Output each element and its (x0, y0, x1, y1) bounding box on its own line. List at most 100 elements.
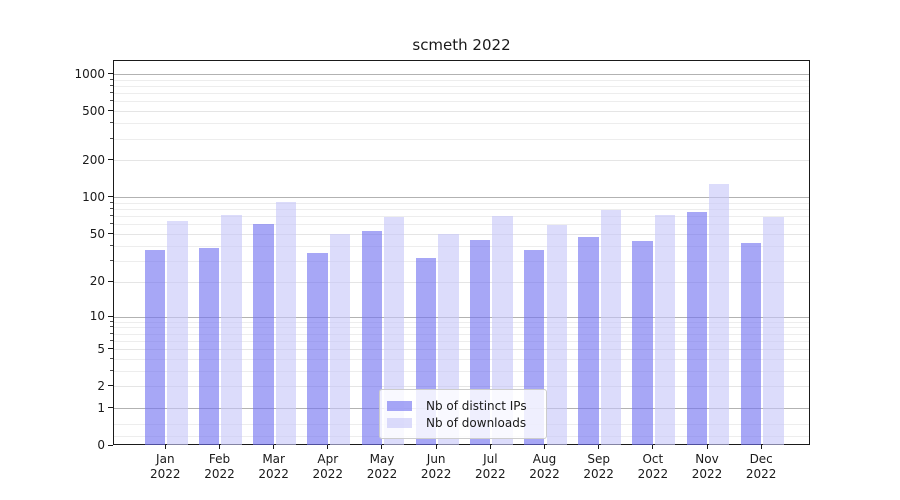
y-minor-tick-mark (110, 223, 113, 225)
y-tick-label-50: 50 (89, 226, 105, 241)
x-tick-mark-aug (544, 445, 545, 449)
x-tick-label-jan: Jan 2022 (150, 452, 181, 481)
y-minor-tick-mark (110, 208, 113, 210)
gridline-1000 (114, 74, 809, 76)
plot-area (113, 60, 810, 445)
x-tick-mark-sep (598, 445, 600, 449)
y-tick-mark-200 (108, 159, 113, 161)
gridline-100 (114, 197, 809, 199)
x-tick-label-nov: Nov 2022 (691, 452, 723, 481)
y-tick-label-0: 0 (97, 438, 105, 452)
x-tick-mark-jan (164, 445, 166, 449)
x-tick-mark-dec (760, 445, 762, 449)
bar-downloads-feb (221, 215, 242, 445)
chart-title: scmeth 2022 (412, 36, 511, 54)
bar-downloads-may (383, 216, 405, 445)
gridline-minor (114, 101, 809, 103)
y-minor-tick-mark (110, 339, 113, 341)
x-tick-mark-mar (273, 445, 275, 449)
gridline-10 (114, 316, 809, 318)
x-tick-label-may: May 2022 (366, 452, 398, 481)
bar-downloads-sep (600, 210, 622, 445)
y-tick-mark-10 (108, 315, 113, 317)
gridline-5 (114, 349, 809, 351)
bar-downloads-dec (763, 216, 784, 445)
y-minor-tick-mark (110, 326, 113, 328)
y-minor-tick-mark (110, 201, 113, 203)
gridline-20 (114, 281, 809, 283)
y-tick-label-5: 5 (97, 341, 105, 356)
x-tick-mark-apr (327, 445, 329, 449)
x-tick-label-feb: Feb 2022 (204, 452, 235, 481)
y-minor-tick-mark (110, 137, 113, 139)
y-minor-tick-mark (110, 320, 113, 322)
gridline-50 (114, 234, 809, 236)
y-minor-tick-mark (110, 369, 113, 371)
gridline-minor (114, 260, 809, 262)
gridline-minor (114, 340, 809, 342)
gridline-minor (114, 321, 809, 323)
y-tick-mark-2 (108, 385, 113, 387)
gridline-500 (114, 111, 809, 113)
y-tick-label-200: 200 (82, 152, 105, 167)
y-tick-label-1: 1 (97, 400, 105, 415)
bar-ips-apr (307, 253, 328, 445)
x-tick-label-mar: Mar 2022 (258, 452, 289, 481)
bar-ips-feb (199, 247, 220, 445)
y-tick-label-100: 100 (82, 189, 105, 204)
y-tick-label-500: 500 (82, 103, 105, 118)
bar-ips-nov (686, 211, 707, 445)
y-tick-mark-0 (108, 444, 113, 446)
bar-downloads-nov (709, 183, 730, 445)
gridline-minor (114, 224, 809, 226)
gridline-minor (114, 93, 809, 95)
y-minor-tick-mark (110, 122, 113, 124)
legend-row-ips: Nb of distinct IPs (387, 397, 538, 414)
y-tick-label-2: 2 (97, 378, 105, 393)
x-tick-mark-feb (218, 445, 220, 449)
gridline-minor (114, 86, 809, 88)
x-tick-label-jul: Jul 2022 (475, 452, 506, 481)
x-tick-mark-oct (652, 445, 654, 449)
gridline-minor (114, 123, 809, 125)
y-tick-mark-1 (108, 407, 113, 409)
y-tick-label-10: 10 (89, 309, 105, 324)
gridline-minor (114, 202, 809, 204)
legend-swatch-ips (387, 400, 412, 411)
y-minor-tick-mark (110, 357, 113, 359)
gridline-minor (114, 216, 809, 218)
bar-downloads-jan (167, 220, 188, 445)
gridline-minor (114, 358, 809, 360)
y-minor-tick-mark (110, 215, 113, 217)
y-minor-tick-mark (110, 244, 113, 246)
x-tick-mark-may (381, 445, 383, 449)
x-tick-mark-jun (435, 445, 437, 449)
gridline-minor (114, 327, 809, 329)
y-tick-mark-100 (108, 196, 113, 198)
bar-ips-oct (632, 241, 653, 445)
gridline-200 (114, 160, 809, 162)
legend: Nb of distinct IPs Nb of downloads (379, 389, 547, 439)
bar-downloads-apr (329, 233, 351, 445)
y-tick-mark-1000 (108, 73, 113, 75)
bar-downloads-oct (654, 215, 676, 445)
bar-ips-sep (578, 236, 599, 445)
gridline-minor (114, 138, 809, 140)
gridline-minor (114, 333, 809, 335)
y-minor-tick-mark (110, 78, 113, 80)
bar-ips-may (361, 230, 382, 445)
y-tick-mark-500 (108, 110, 113, 112)
bar-ips-mar (253, 224, 274, 445)
x-tick-label-aug: Aug 2022 (529, 452, 560, 481)
legend-label: Nb of distinct IPs (426, 398, 527, 413)
y-minor-tick-mark (110, 259, 113, 261)
gridline-minor (114, 370, 809, 372)
bar-downloads-jul (492, 216, 513, 445)
x-tick-label-oct: Oct 2022 (637, 452, 669, 481)
x-tick-label-apr: Apr 2022 (312, 452, 344, 481)
y-minor-tick-mark (110, 92, 113, 94)
y-tick-mark-5 (108, 348, 113, 350)
legend-row-downloads: Nb of downloads (387, 414, 538, 431)
y-tick-label-20: 20 (89, 274, 105, 289)
